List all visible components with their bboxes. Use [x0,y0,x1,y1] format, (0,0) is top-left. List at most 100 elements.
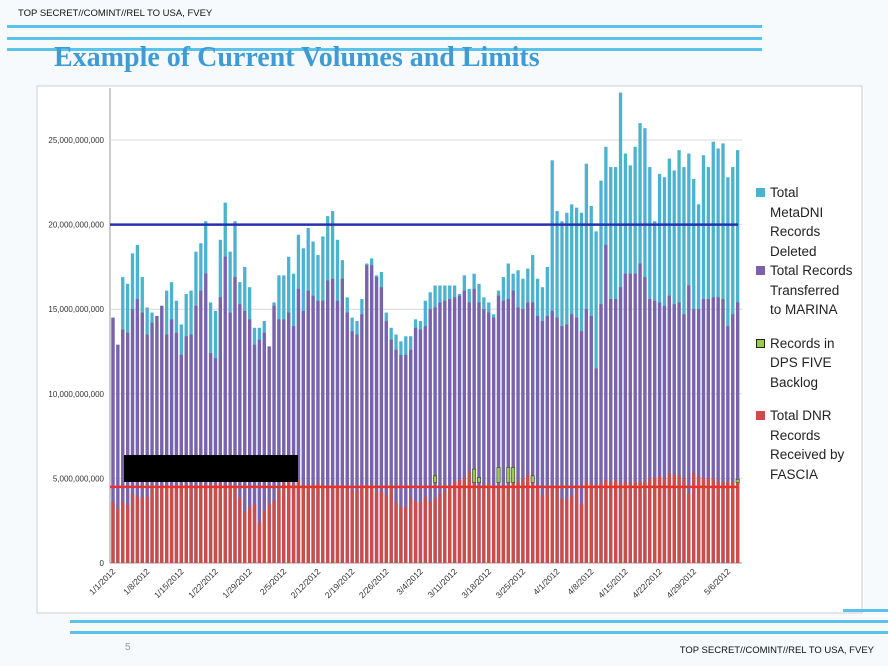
received-bar [623,481,628,563]
received-bar [130,493,135,563]
transferred-bar [521,309,525,563]
received-bar [238,498,242,563]
received-bar [116,508,120,563]
received-bar [628,483,632,563]
transferred-bar [155,315,159,563]
legend-label: Records [770,224,821,239]
transferred-bar [355,334,359,563]
received-bar [267,503,271,563]
transferred-bar [296,288,301,563]
received-bar [340,485,345,563]
transferred-bar [467,302,471,563]
y-tick-label: 10,000,000,000 [48,390,104,399]
transferred-bar [574,317,579,563]
transferred-bar [282,319,286,563]
received-bar [199,485,203,563]
transferred-bar [579,331,584,563]
received-bar [379,490,384,563]
transferred-bar [418,329,423,563]
transferred-bar [550,310,554,563]
received-bar [252,503,257,563]
transferred-bar [262,332,266,563]
received-bar [555,486,559,563]
backlog-bar [530,475,535,483]
transferred-bar [540,321,545,563]
legend-label: to MARINA [770,302,838,317]
transferred-bar [594,368,598,563]
received-bar [277,490,281,563]
transferred-bar [711,297,715,563]
transferred-bar [326,280,330,563]
transferred-bar [716,297,720,563]
page-number: 5 [125,642,131,653]
transferred-bar [369,265,374,563]
transferred-bar [311,295,315,563]
received-bar [291,485,296,563]
backlog-bar [477,477,481,483]
received-bar [467,471,471,563]
received-bar [247,507,252,563]
received-bar [545,488,549,563]
transferred-bar [721,299,725,563]
received-bar [726,481,730,563]
received-bar [189,485,193,563]
received-bar [125,505,130,563]
transferred-bar [560,326,564,563]
received-bar [428,502,432,563]
received-bar [618,483,623,563]
transferred-bar [130,309,135,563]
received-bar [316,483,320,563]
transferred-bar [501,300,506,563]
received-bar [609,481,613,563]
received-bar [365,485,369,563]
received-bar [409,498,413,563]
received-bar [501,488,506,563]
transferred-bar [277,319,281,563]
transferred-bar [233,277,237,563]
received-bar [599,483,603,563]
received-bar [433,498,437,563]
transferred-bar [267,346,271,563]
legend-spacer [756,320,866,334]
received-bar [653,478,657,563]
transferred-bar [423,326,427,563]
legend-item-deleted: Total MetaDNI Records Deleted [756,183,866,261]
received-bar [482,485,486,563]
transferred-bar [335,300,340,563]
received-bar [662,478,667,563]
transferred-bar [701,299,706,563]
transferred-bar [555,317,559,563]
received-bar [643,481,647,563]
received-bar [399,507,403,563]
y-tick-label: 15,000,000,000 [48,305,104,314]
slide-title: Example of Current Volumes and Limits [54,42,540,73]
legend-label: DPS FIVE [770,355,832,370]
legend-swatch [756,338,765,348]
received-bar [413,502,418,563]
received-bar [350,490,354,563]
divider [70,631,888,634]
received-bar [584,481,589,563]
legend-label: Received by [770,447,845,462]
received-bar [506,485,510,563]
transferred-bar [189,334,193,563]
received-bar [179,485,183,563]
transferred-bar [165,334,169,563]
received-bar [111,502,115,563]
legend-swatch [756,266,765,275]
transferred-bar [350,331,354,563]
divider [70,620,888,623]
transferred-bar [491,317,496,563]
legend-spacer [756,392,866,406]
transferred-bar [706,299,711,563]
received-bar [208,485,213,563]
received-bar [213,485,218,563]
transferred-bar [438,302,442,563]
transferred-bar [443,300,447,563]
received-bar [384,495,388,563]
received-bar [589,483,593,563]
backlog-bar [433,475,438,483]
received-bar [321,485,325,563]
transferred-bar [653,300,657,563]
transferred-bar [692,309,696,563]
